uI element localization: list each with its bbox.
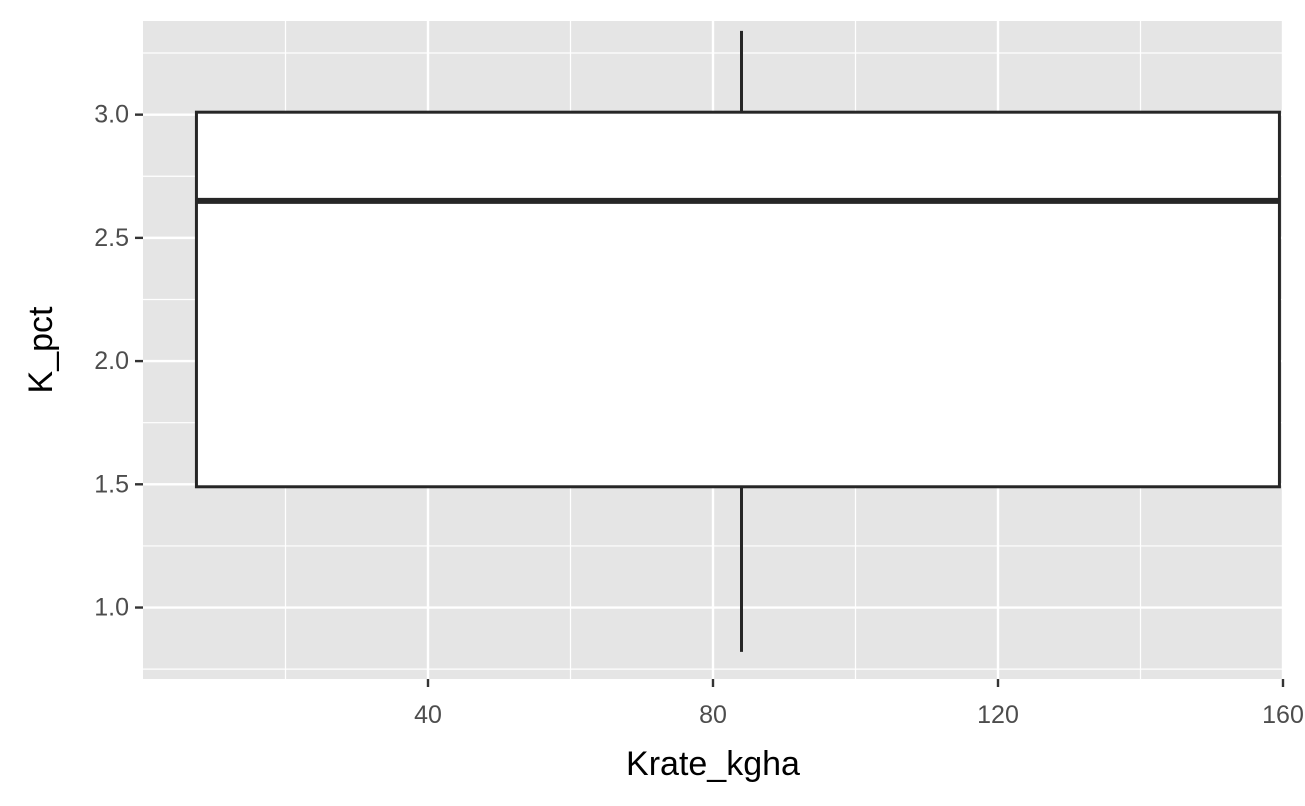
y-tick-label: 3.0 (94, 101, 129, 129)
x-axis-title: Krate_kgha (626, 745, 800, 783)
y-axis: 1.0 1.5 2.0 2.5 3.0 (94, 101, 143, 622)
x-axis: 40 80 120 160 (414, 679, 1304, 729)
y-tick-label: 1.5 (94, 470, 129, 498)
boxplot-layer (194, 30, 1281, 652)
x-tick-label: 120 (977, 701, 1019, 729)
x-tick-label: 160 (1262, 701, 1304, 729)
box-iqr (194, 110, 1281, 489)
y-axis-title: K_pct (22, 306, 60, 393)
y-tick-label: 2.5 (94, 224, 129, 252)
y-tick-label: 1.0 (94, 594, 129, 622)
y-tick-label: 2.0 (94, 347, 129, 375)
x-tick-label: 40 (414, 701, 442, 729)
x-tick-label: 80 (699, 701, 727, 729)
